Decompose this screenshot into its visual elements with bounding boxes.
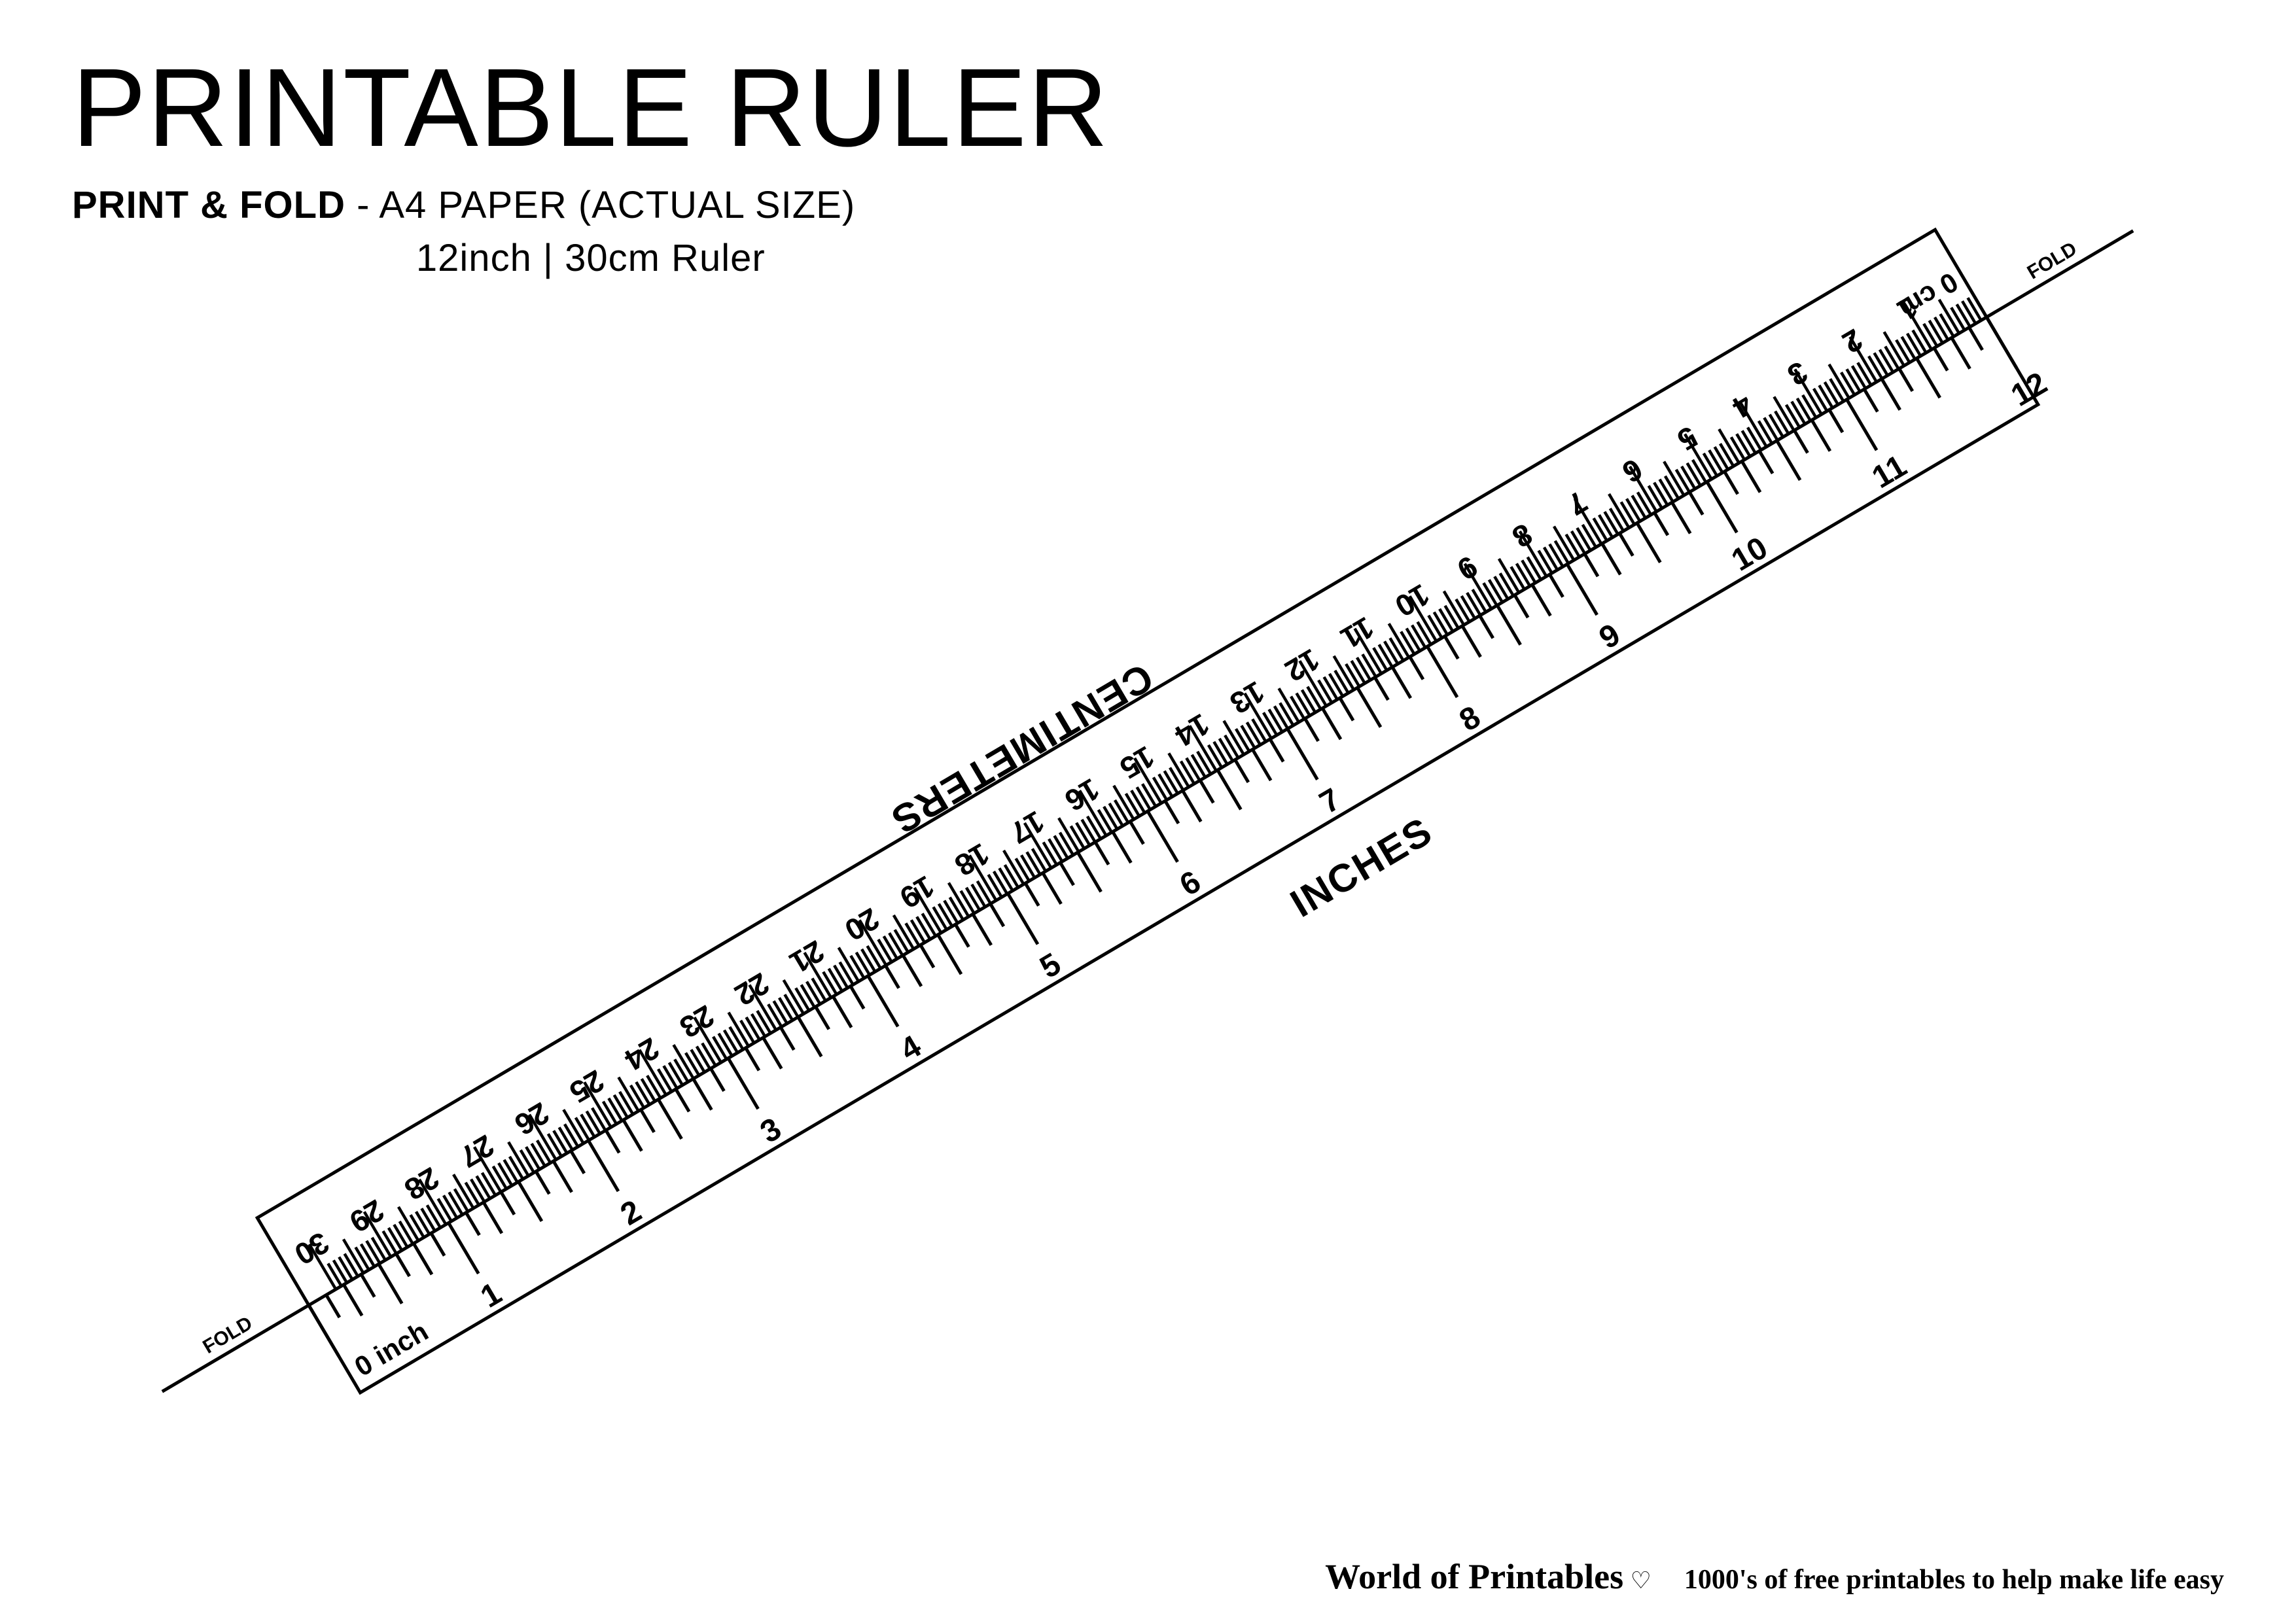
svg-text:0 inch: 0 inch [349, 1316, 433, 1382]
footer-brand: World of Printables ♡ [1325, 1556, 1651, 1597]
svg-text:2: 2 [1837, 323, 1868, 360]
svg-text:11: 11 [1866, 449, 1913, 495]
svg-text:4: 4 [1727, 387, 1759, 425]
heart-icon: ♡ [1631, 1567, 1651, 1594]
svg-text:12: 12 [2005, 366, 2053, 413]
svg-text:3: 3 [1782, 355, 1813, 393]
footer: World of Printables ♡ 1000's of free pri… [1325, 1556, 2224, 1597]
svg-text:INCHES: INCHES [1283, 809, 1440, 926]
svg-text:7: 7 [1562, 485, 1593, 523]
svg-text:5: 5 [1672, 420, 1703, 458]
svg-text:10: 10 [1726, 531, 1774, 578]
footer-tagline: 1000's of free printables to help make l… [1684, 1564, 2224, 1596]
svg-text:8: 8 [1507, 517, 1538, 555]
brand-name: World of Printables [1325, 1557, 1623, 1596]
page: PRINTABLE RULER PRINT & FOLD - A4 PAPER … [0, 0, 2296, 1623]
svg-text:9: 9 [1451, 550, 1483, 587]
ruler-diagram: FOLDFOLD0 inch123456789101112INCHES0 cm1… [0, 0, 2296, 1623]
svg-text:6: 6 [1617, 452, 1648, 490]
